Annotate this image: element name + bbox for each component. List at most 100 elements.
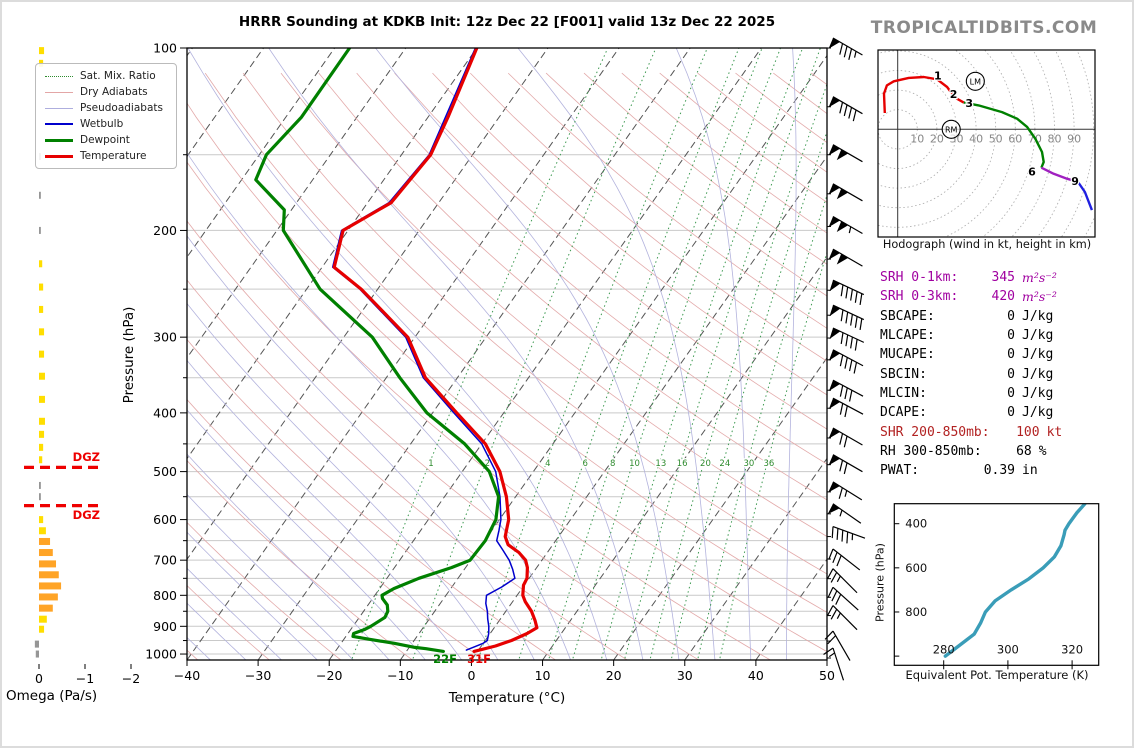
stat-row-mucape: MUCAPE: 0 J/kg xyxy=(880,345,1080,364)
stat-row-shr-200-850mb: SHR 200-850mb: 100 kt xyxy=(880,422,1080,441)
svg-text:600: 600 xyxy=(153,512,177,527)
svg-text:800: 800 xyxy=(153,588,177,603)
stat-value: 0 xyxy=(1007,328,1015,344)
svg-text:RM: RM xyxy=(945,125,958,134)
svg-text:0: 0 xyxy=(467,668,475,683)
dgz-label-bottom: DGZ xyxy=(72,508,100,522)
pseudo-line-sample xyxy=(45,107,73,109)
dewpoint-line-sample xyxy=(45,138,73,142)
wind-barb xyxy=(829,279,865,306)
svg-text:300: 300 xyxy=(153,330,177,345)
stat-unit: kt xyxy=(1046,424,1063,440)
stat-row-dcape: DCAPE: 0 J/kg xyxy=(880,403,1080,422)
watermark: TROPICALTIDBITS.COM xyxy=(870,18,1098,38)
dry-line-sample xyxy=(45,91,73,93)
stat-unit: m²s⁻² xyxy=(1022,289,1057,305)
svg-text:0: 0 xyxy=(35,671,43,686)
stat-label: SBCIN: xyxy=(880,366,927,382)
stat-row-sbcape: SBCAPE: 0 J/kg xyxy=(880,307,1080,326)
theta-e-curve xyxy=(943,503,1087,658)
wind-barbs xyxy=(823,37,866,681)
stat-value: 0.39 xyxy=(983,463,1015,479)
svg-text:100: 100 xyxy=(153,41,177,56)
page-title: HRRR Sounding at KDKB Init: 12z Dec 22 [… xyxy=(238,14,776,30)
wind-barb xyxy=(828,349,864,374)
stat-row-rh-300-850mb: RH 300-850mb: 68% xyxy=(880,442,1080,461)
svg-text:2: 2 xyxy=(485,459,490,469)
wind-barb xyxy=(828,379,864,402)
legend-item-pseudo: Pseudoadiabats xyxy=(38,100,174,116)
legend-label: Dry Adiabats xyxy=(80,86,148,98)
stat-value: 0 xyxy=(1007,385,1015,401)
svg-text:700: 700 xyxy=(153,553,177,568)
mixratio-line-sample xyxy=(45,75,73,77)
stat-row-srh-0-3km: SRH 0-3km: 420 m²s⁻² xyxy=(880,287,1080,306)
dgz-label-top: DGZ xyxy=(72,450,100,464)
wind-barb xyxy=(828,96,863,122)
stat-value: 420 xyxy=(991,289,1015,305)
stat-unit: J/kg xyxy=(1022,385,1054,401)
svg-text:10: 10 xyxy=(629,459,640,469)
svg-text:60: 60 xyxy=(1008,132,1022,145)
svg-text:40: 40 xyxy=(748,668,764,683)
svg-text:9: 9 xyxy=(1071,175,1079,188)
pseudoadiabats xyxy=(187,48,797,660)
legend-item-temperature: Temperature xyxy=(38,148,174,164)
svg-text:13: 13 xyxy=(655,459,666,469)
stat-label: SRH 0-1km: xyxy=(880,270,959,286)
svg-text:1: 1 xyxy=(428,459,433,469)
stat-unit: in xyxy=(1022,463,1038,479)
stat-value: 100 xyxy=(1016,424,1040,440)
svg-text:8: 8 xyxy=(610,459,615,469)
wind-barb xyxy=(828,215,863,235)
stat-unit: J/kg xyxy=(1022,366,1054,382)
stat-row-mlcin: MLCIN: 0 J/kg xyxy=(880,384,1080,403)
skewt-background: 1 2 4 6 8 10 13 16 20 24 30 36 xyxy=(187,48,827,660)
stat-label: MLCAPE: xyxy=(880,328,935,344)
legend-item-dewpoint: Dewpoint xyxy=(38,132,174,148)
svg-text:20: 20 xyxy=(930,132,944,145)
svg-text:−40: −40 xyxy=(174,668,200,683)
legend-item-dry: Dry Adiabats xyxy=(38,84,174,100)
svg-text:40: 40 xyxy=(969,132,983,145)
wind-barb xyxy=(829,327,865,351)
wind-barb xyxy=(826,605,858,631)
wind-barb xyxy=(828,548,861,571)
hodograph-trace: 123 6 9 LM RM xyxy=(882,68,1094,211)
wind-barb xyxy=(828,37,863,60)
legend: Sat. Mix. Ratio Dry Adiabats Pseudoadiabat… xyxy=(35,63,177,169)
hodograph-rings: 10 20 30 40 50 60 70 80 90 xyxy=(878,50,1095,237)
svg-text:−20: −20 xyxy=(316,668,342,683)
svg-text:30: 30 xyxy=(677,668,693,683)
stat-label: DCAPE: xyxy=(880,405,927,421)
wind-barb xyxy=(828,183,863,202)
svg-text:500: 500 xyxy=(153,464,177,479)
temperature-line-sample xyxy=(45,154,73,158)
svg-text:400: 400 xyxy=(153,405,177,420)
svg-text:1000: 1000 xyxy=(145,647,177,662)
svg-text:10: 10 xyxy=(910,132,924,145)
wind-barb xyxy=(828,427,863,448)
svg-text:600: 600 xyxy=(905,561,927,575)
stat-label: SHR 200-850mb: xyxy=(880,424,990,440)
stat-value: 68 xyxy=(1016,443,1032,459)
stat-row-sbcin: SBCIN: 0 J/kg xyxy=(880,364,1080,383)
legend-item-wetbulb: Wetbulb xyxy=(38,116,174,132)
theta-e-pressure-label: Pressure (hPa) xyxy=(873,543,887,622)
svg-text:80: 80 xyxy=(1048,132,1062,145)
stat-value: 0 xyxy=(1007,308,1015,324)
svg-text:400: 400 xyxy=(905,517,927,531)
temperature-curve xyxy=(332,48,539,653)
svg-text:900: 900 xyxy=(153,619,177,634)
stat-row-pwat: PWAT: 0.39 in xyxy=(880,461,1080,480)
wind-barb xyxy=(829,304,865,331)
svg-text:90: 90 xyxy=(1067,132,1081,145)
stat-value: 0 xyxy=(1007,405,1015,421)
svg-text:320: 320 xyxy=(1061,642,1083,656)
svg-text:2: 2 xyxy=(950,88,958,101)
svg-text:200: 200 xyxy=(153,223,177,238)
stat-label: SBCAPE: xyxy=(880,308,935,324)
svg-text:1: 1 xyxy=(934,69,942,82)
